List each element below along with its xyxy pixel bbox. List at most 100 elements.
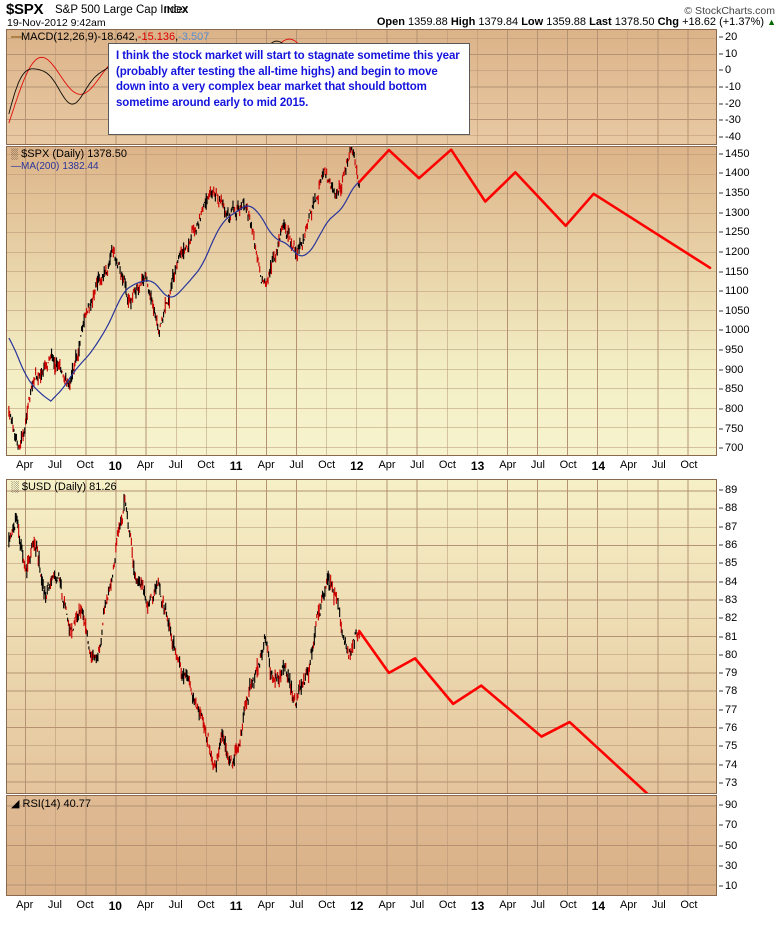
- x-axis-label: 11: [229, 899, 243, 913]
- spx-price-panel: ░ $SPX (Daily) 1378.50 —MA(200) 1382.44: [6, 146, 717, 456]
- axis-tick-mark: [719, 349, 723, 351]
- axis-tick-mark: [719, 804, 723, 806]
- axis-tick-mark: [719, 544, 723, 546]
- chg-value: +18.62 (+1.37%): [682, 16, 765, 28]
- axis-tick-label: 84: [725, 575, 738, 588]
- axis-tick-mark: [719, 489, 723, 491]
- macd-value-3: -3.507: [178, 31, 210, 43]
- axis-tick-label: 83: [725, 593, 738, 606]
- axis-tick-label: 1350: [725, 187, 750, 200]
- x-axis-label: Jul: [289, 899, 304, 911]
- x-axis-label: Oct: [559, 899, 577, 911]
- x-axis-label: Jul: [530, 899, 545, 911]
- axis-tick-mark: [719, 251, 723, 253]
- axis-tick-label: 1200: [725, 245, 750, 258]
- x-axis-label: 12: [350, 459, 364, 473]
- x-axis-label: Apr: [16, 899, 34, 911]
- axis-tick-mark: [719, 672, 723, 674]
- ma-legend-value: 1382.44: [62, 161, 99, 172]
- ma-line-swatch: —: [11, 161, 21, 172]
- spx-series: [8, 147, 712, 450]
- stockcharts-logo: © StockCharts.com: [684, 5, 775, 17]
- axis-tick-label: 10: [725, 879, 738, 892]
- axis-tick-label: 1400: [725, 167, 750, 180]
- x-axis-label: Jul: [47, 899, 62, 911]
- axis-tick-mark: [719, 885, 723, 887]
- axis-tick-label: 800: [725, 402, 744, 415]
- axis-tick-label: 87: [725, 520, 738, 533]
- x-axis-label: Apr: [619, 459, 638, 471]
- axis-tick-mark: [719, 271, 723, 273]
- x-axis-label: Oct: [680, 459, 698, 471]
- x-axis-label: Oct: [318, 459, 336, 471]
- macd-value-1: -18.642: [97, 31, 135, 43]
- axis-tick-label: 850: [725, 383, 744, 396]
- high-label: High: [450, 16, 476, 28]
- ma-legend-name: MA(200): [21, 161, 60, 172]
- x-axis-label: Apr: [378, 459, 396, 471]
- axis-tick-label: 30: [725, 859, 738, 872]
- x-axis-label: Oct: [680, 899, 698, 911]
- x-axis-label: Apr: [499, 899, 517, 911]
- axis-tick-mark: [719, 526, 723, 528]
- axis-tick-mark: [719, 507, 723, 509]
- axis-tick-label: 0: [725, 64, 732, 77]
- x-axis-bottom: Apr Jul Oct 10 Apr Jul Oct 11 Apr Jul Oct 12 Apr Jul O…: [6, 897, 717, 917]
- axis-tick-mark: [719, 654, 723, 656]
- spx-legend-name: $SPX (Daily): [21, 148, 85, 160]
- axis-tick-label: 50: [725, 839, 738, 852]
- rsi-icon: ◢: [11, 798, 20, 810]
- usd-legend-value: 81.26: [89, 481, 117, 493]
- axis-tick-mark: [719, 428, 723, 430]
- usd-legend-name: $USD (Daily): [21, 481, 87, 493]
- low-label: Low: [521, 16, 544, 28]
- x-axis-label: Apr: [257, 899, 275, 911]
- last-label: Last: [589, 16, 612, 28]
- x-axis-label: Jul: [47, 459, 62, 471]
- x-axis-label: Jul: [651, 459, 666, 471]
- x-axis-label: Jul: [651, 899, 666, 911]
- axis-tick-mark: [719, 745, 723, 747]
- rsi-legend: ◢ RSI(14) 40.77: [11, 797, 91, 810]
- x-axis-label: Jul: [410, 459, 425, 471]
- x-axis-label: Oct: [76, 459, 94, 471]
- axis-tick-mark: [719, 103, 723, 105]
- x-axis-label: Apr: [619, 899, 638, 911]
- chg-label: Chg: [657, 16, 679, 28]
- axis-tick-label: 74: [725, 758, 738, 771]
- usd-panel: ░ $USD (Daily) 81.26: [6, 479, 717, 794]
- axis-tick-mark: [719, 727, 723, 729]
- axis-tick-mark: [719, 192, 723, 194]
- x-axis-label: 13: [470, 459, 485, 473]
- axis-tick-mark: [719, 782, 723, 784]
- x-axis-label: Apr: [499, 459, 517, 471]
- axis-tick-mark: [719, 709, 723, 711]
- axis-tick-label: -40: [725, 130, 741, 143]
- axis-tick-mark: [719, 617, 723, 619]
- axis-tick-mark: [719, 119, 723, 121]
- axis-tick-mark: [719, 69, 723, 71]
- axis-tick-label: 1000: [725, 324, 750, 337]
- x-axis-label: Oct: [197, 899, 215, 911]
- spx-gridlines: [7, 147, 716, 455]
- macd-line-swatch: —: [11, 31, 22, 43]
- x-axis-label: Jul: [289, 459, 304, 471]
- axis-tick-label: 70: [725, 819, 738, 832]
- axis-tick-label: 750: [725, 422, 744, 435]
- x-axis-label: Oct: [318, 899, 336, 911]
- axis-tick-mark: [719, 581, 723, 583]
- x-axis-label: Apr: [136, 899, 155, 911]
- symbol-description: S&P 500 Large Cap Index: [55, 4, 189, 16]
- x-axis-label: Oct: [197, 459, 215, 471]
- axis-tick-label: 90: [725, 799, 738, 812]
- x-axis-label: Apr: [378, 899, 396, 911]
- x-axis-label: Oct: [438, 459, 456, 471]
- axis-tick-mark: [719, 599, 723, 601]
- axis-tick-mark: [719, 153, 723, 155]
- axis-tick-mark: [719, 212, 723, 214]
- macd-legend-name: MACD(12,26,9): [21, 31, 98, 43]
- axis-tick-label: 78: [725, 685, 738, 698]
- axis-tick-mark: [719, 86, 723, 88]
- quote-timestamp: 19-Nov-2012 9:42am: [7, 17, 106, 29]
